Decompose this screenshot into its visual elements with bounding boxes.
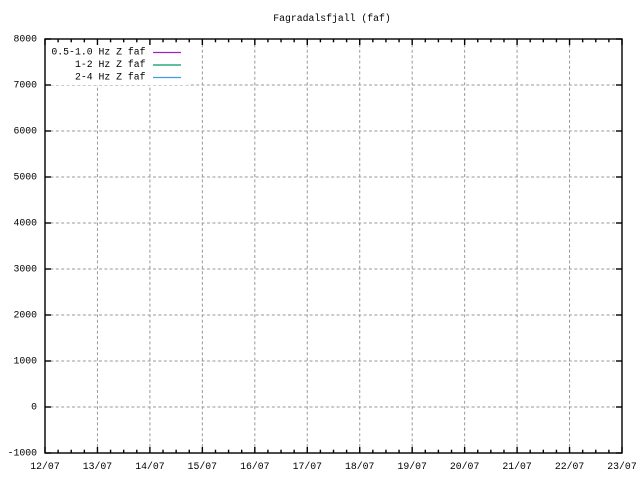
svg-text:21/07: 21/07 — [502, 461, 532, 472]
svg-text:18/07: 18/07 — [345, 461, 375, 472]
svg-text:19/07: 19/07 — [397, 461, 427, 472]
svg-text:2-4 Hz Z faf: 2-4 Hz Z faf — [75, 71, 146, 82]
svg-text:1000: 1000 — [13, 356, 37, 367]
svg-text:5000: 5000 — [13, 172, 37, 183]
svg-text:3000: 3000 — [13, 264, 37, 275]
svg-text:2000: 2000 — [13, 310, 37, 321]
svg-text:13/07: 13/07 — [83, 461, 113, 472]
svg-text:-1000: -1000 — [8, 448, 38, 459]
svg-text:23/07: 23/07 — [607, 461, 637, 472]
svg-text:14/07: 14/07 — [135, 461, 165, 472]
svg-text:1-2 Hz Z faf: 1-2 Hz Z faf — [75, 59, 146, 70]
svg-text:16/07: 16/07 — [240, 461, 270, 472]
svg-text:0.5-1.0 Hz Z faf: 0.5-1.0 Hz Z faf — [51, 46, 145, 57]
svg-text:15/07: 15/07 — [188, 461, 218, 472]
svg-text:Fagradalsfjall (faf): Fagradalsfjall (faf) — [273, 13, 391, 24]
svg-text:4000: 4000 — [13, 218, 37, 229]
svg-text:8000: 8000 — [13, 34, 37, 45]
svg-text:22/07: 22/07 — [555, 461, 585, 472]
svg-text:7000: 7000 — [13, 80, 37, 91]
svg-text:6000: 6000 — [13, 126, 37, 137]
svg-text:0: 0 — [31, 402, 37, 413]
svg-text:20/07: 20/07 — [450, 461, 480, 472]
svg-text:12/07: 12/07 — [30, 461, 60, 472]
svg-text:17/07: 17/07 — [293, 461, 323, 472]
